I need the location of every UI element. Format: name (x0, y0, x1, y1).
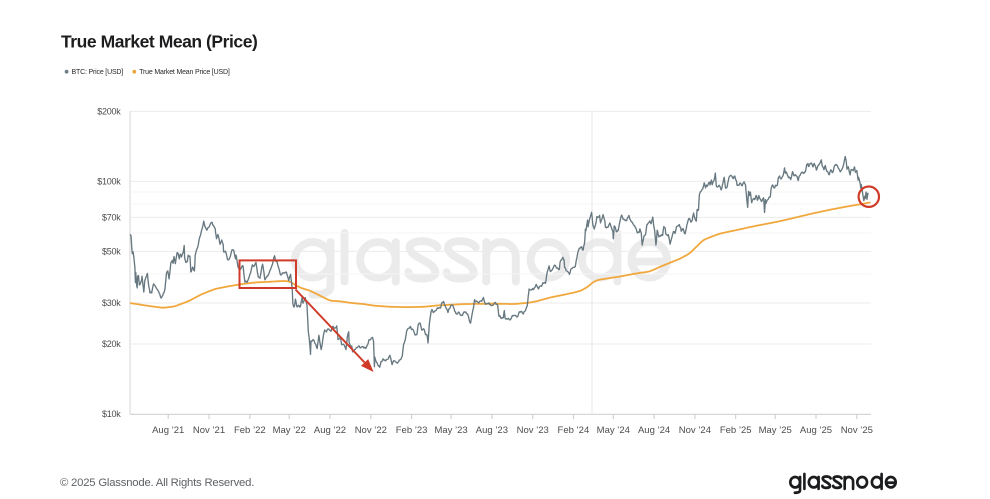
svg-text:$50k: $50k (102, 247, 121, 257)
svg-text:$10k: $10k (102, 409, 121, 419)
svg-text:$200k: $200k (97, 107, 121, 117)
svg-text:Feb ’22: Feb ’22 (234, 425, 266, 436)
svg-text:$100k: $100k (97, 177, 121, 187)
svg-text:May ’25: May ’25 (759, 425, 792, 436)
svg-text:Nov ’25: Nov ’25 (841, 425, 873, 436)
svg-text:May ’24: May ’24 (597, 425, 630, 436)
svg-text:Nov ’21: Nov ’21 (193, 425, 225, 436)
svg-text:Nov ’23: Nov ’23 (517, 425, 549, 436)
svg-text:$30k: $30k (102, 298, 121, 308)
svg-text:Aug ’25: Aug ’25 (800, 425, 832, 436)
svg-text:Feb ’23: Feb ’23 (396, 425, 428, 436)
svg-text:Nov ’22: Nov ’22 (355, 425, 387, 436)
svg-text:May ’22: May ’22 (273, 425, 306, 436)
svg-text:May ’23: May ’23 (434, 425, 467, 436)
svg-text:© 2025 Glassnode. All Rights R: © 2025 Glassnode. All Rights Reserved. (60, 477, 254, 489)
svg-text:True Market Mean Price [USD]: True Market Mean Price [USD] (139, 69, 230, 76)
svg-text:$20k: $20k (102, 339, 121, 349)
svg-text:$70k: $70k (102, 213, 121, 223)
svg-text:Aug ’22: Aug ’22 (314, 425, 346, 436)
svg-text:Feb ’25: Feb ’25 (720, 425, 752, 436)
svg-text:Aug ’21: Aug ’21 (152, 425, 184, 436)
svg-text:Nov ’24: Nov ’24 (679, 425, 711, 436)
svg-text:Aug ’24: Aug ’24 (638, 425, 670, 436)
svg-text:True Market Mean (Price): True Market Mean (Price) (61, 32, 257, 52)
svg-text:BTC: Price [USD]: BTC: Price [USD] (72, 69, 124, 76)
svg-text:Aug ’23: Aug ’23 (476, 425, 508, 436)
svg-text:Feb ’24: Feb ’24 (558, 425, 590, 436)
